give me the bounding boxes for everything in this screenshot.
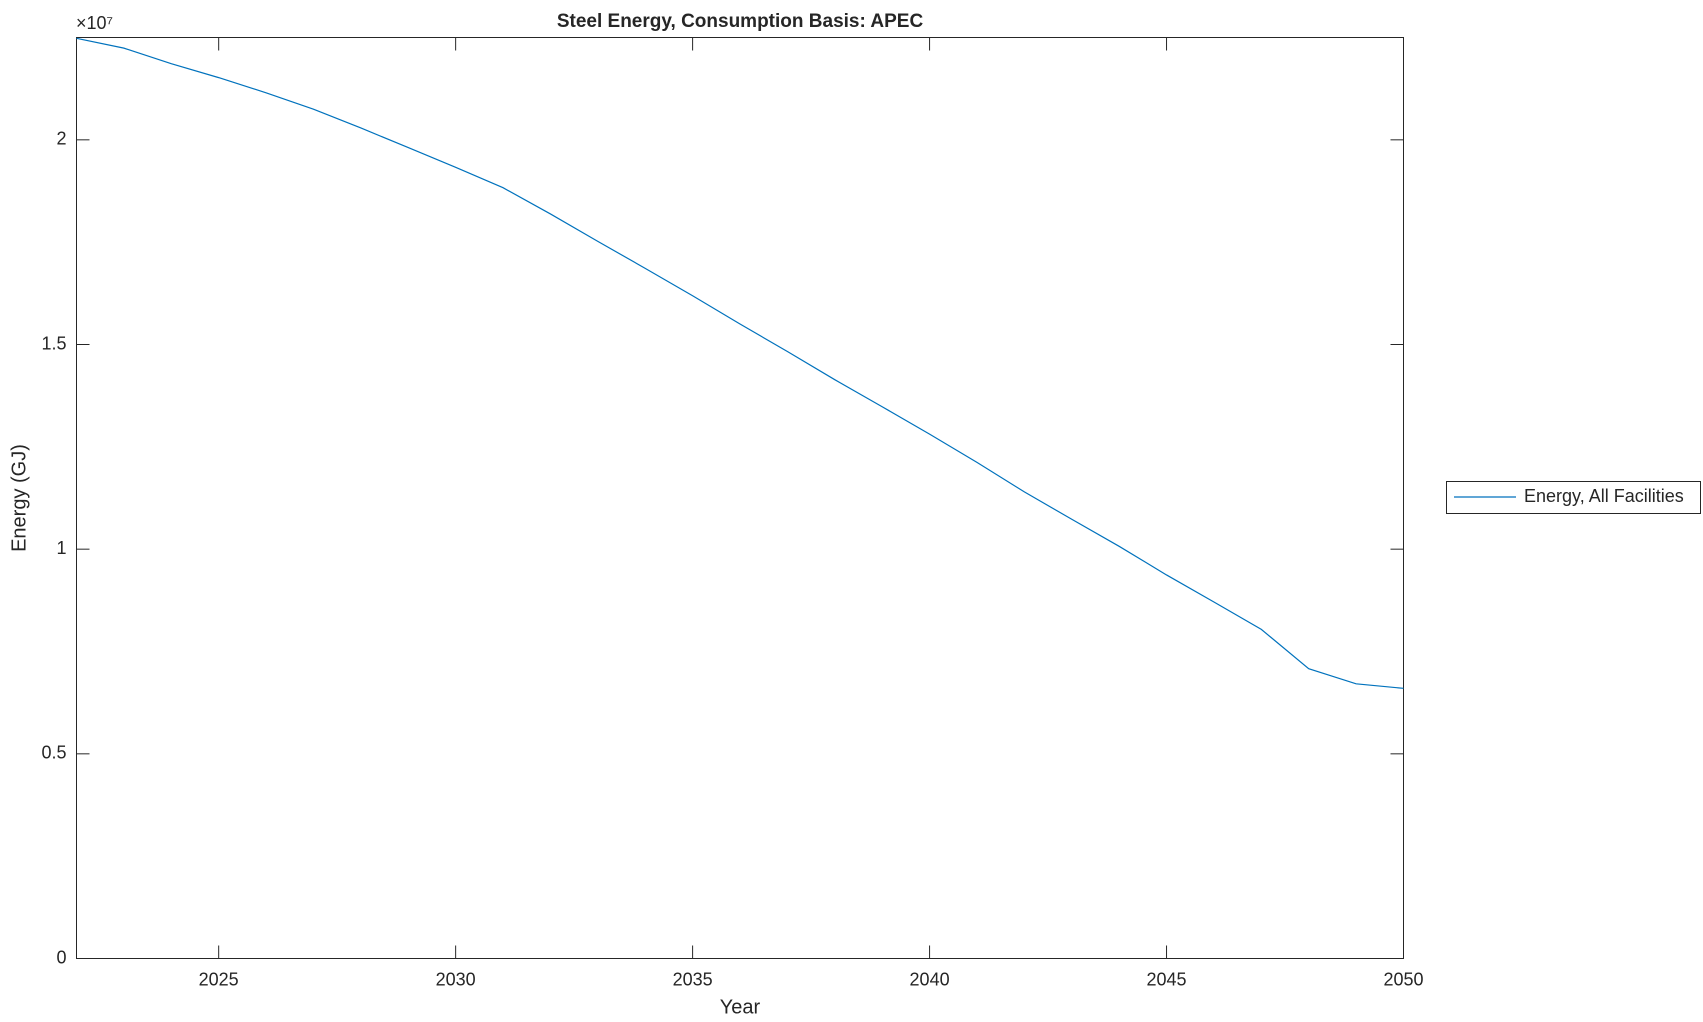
x-tick-label: 2025	[199, 969, 239, 989]
y-tick-label: 1	[56, 538, 66, 558]
x-tick-label: 2050	[1383, 969, 1423, 989]
line-series	[76, 37, 1404, 689]
chart-title: Steel Energy, Consumption Basis: APEC	[557, 11, 924, 32]
y-exponent: ×10⁷	[76, 13, 113, 33]
x-tick-label: 2030	[436, 969, 476, 989]
y-axis-label: Energy (GJ)	[8, 444, 30, 552]
legend-label: Energy, All Facilities	[1524, 486, 1684, 506]
x-tick-label: 2040	[910, 969, 950, 989]
x-tick-label: 2035	[673, 969, 713, 989]
y-tick-label: 0.5	[41, 743, 66, 763]
y-tick-label: 0	[56, 947, 66, 967]
x-axis-label: Year	[720, 996, 761, 1018]
x-tick-label: 2045	[1147, 969, 1187, 989]
y-tick-label: 1.5	[41, 333, 66, 353]
y-tick-label: 2	[56, 129, 66, 149]
axes-box	[76, 37, 1404, 959]
